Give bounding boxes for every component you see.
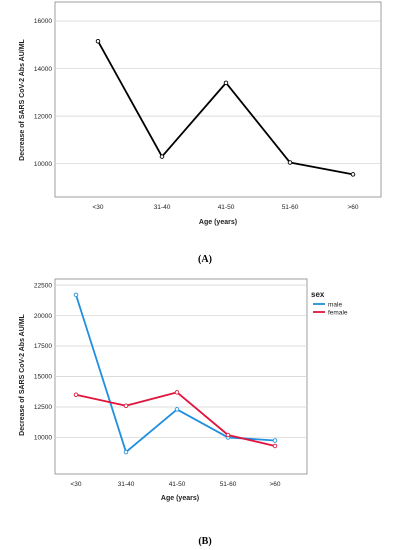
x-tick-label: 41-50 (169, 481, 186, 488)
y-tick-label: 20000 (34, 313, 52, 320)
chart-a-y-axis-label: Decrease of SARS CoV-2 Abs AU/ML (19, 38, 26, 160)
y-tick-label: 12000 (34, 113, 52, 120)
chart-a-x-axis-label: Age (years) (199, 219, 237, 226)
data-point-female (123, 403, 129, 409)
legend-label-female: female (328, 310, 348, 317)
y-tick-label: 17500 (34, 343, 52, 350)
y-tick-label: 15000 (34, 374, 52, 381)
x-tick-label: 31-40 (154, 204, 171, 211)
data-point (287, 160, 293, 165)
data-point-male (174, 407, 180, 412)
y-tick-label: 10000 (34, 161, 52, 168)
x-tick-label: 51-60 (282, 204, 299, 211)
chart-a: 10000 12000 14000 16000 <30 31-40 41-50 51-60 >… (19, 1, 382, 265)
chart-b-panel-label: (B) (198, 536, 211, 547)
chart-b-legend: sex male female (311, 290, 348, 317)
y-tick-label: 16000 (34, 18, 52, 25)
data-point (223, 80, 229, 86)
legend-label-male: male (328, 302, 342, 309)
data-point-male (272, 438, 278, 443)
data-point-male (73, 292, 79, 298)
data-point (95, 38, 101, 44)
chart-a-panel-label: (A) (198, 254, 212, 265)
chart-b-x-axis-label: Age (years) (161, 495, 199, 502)
y-tick-label: 14000 (34, 66, 52, 73)
data-point-female (225, 432, 231, 438)
x-tick-label: >60 (269, 481, 280, 488)
data-point (159, 154, 165, 159)
data-point-female (272, 443, 278, 449)
x-tick-label: <30 (92, 204, 103, 211)
data-point-male (123, 449, 129, 455)
y-tick-label: 22500 (34, 282, 52, 289)
data-point (350, 172, 356, 177)
x-tick-label: 31-40 (118, 481, 135, 488)
chart-b: 10000 12500 15000 17500 20000 22500 <30 31-40 4… (19, 278, 348, 547)
data-point-female (174, 390, 180, 395)
y-tick-label: 10000 (34, 435, 52, 442)
x-tick-label: 41-50 (218, 204, 235, 211)
legend-title: sex (311, 290, 325, 299)
x-tick-label: <30 (70, 481, 81, 488)
x-tick-label: 51-60 (220, 481, 237, 488)
data-point-female (73, 392, 79, 398)
chart-a-plot-area (54, 1, 382, 198)
y-tick-label: 12500 (34, 404, 52, 411)
chart-b-y-axis-label: Decrease of SARS CoV-2 Abs AU/ML (19, 313, 26, 435)
x-tick-label: >60 (347, 204, 358, 211)
